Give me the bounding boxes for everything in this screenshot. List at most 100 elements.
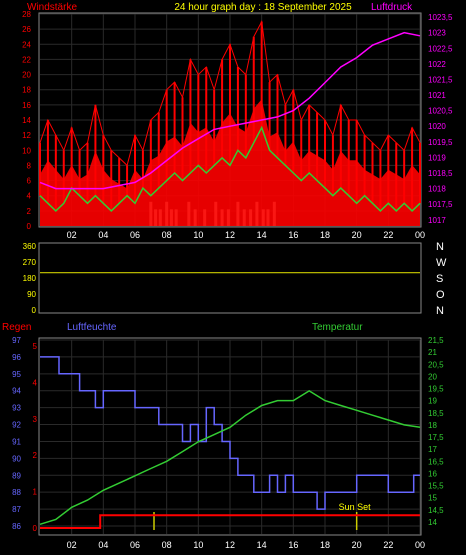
rain-tick-label: 2: [33, 451, 38, 460]
pressure-tick-label: 1022: [428, 60, 446, 69]
temperature-tick-label: 20: [428, 372, 437, 381]
temperature-tick-label: 16,5: [428, 457, 444, 466]
wind-series-line: [39, 19, 421, 167]
rain-tick-label: 5: [33, 342, 38, 351]
pressure-tick-label: 1020,5: [428, 107, 453, 116]
temperature-tick-label: 15,5: [428, 482, 444, 491]
x-tick-label: 22: [383, 540, 393, 550]
direction-tick-label: 90: [27, 290, 36, 299]
temperature-tick-label: 19,5: [428, 385, 444, 394]
pressure-tick-label: 1022,5: [428, 44, 453, 53]
pressure-tick-label: 1019,5: [428, 138, 453, 147]
x-tick-label: 20: [352, 540, 362, 550]
wind-tick-label: 14: [22, 116, 31, 125]
temperature-tick-label: 17,5: [428, 433, 444, 442]
humidity-series: [40, 356, 420, 510]
compass-label: N: [436, 241, 444, 253]
wind-tick-label: 8: [27, 161, 32, 170]
direction-tick-label: 0: [32, 306, 37, 315]
x-tick-label: 04: [98, 540, 108, 550]
x-tick-label: 22: [383, 230, 393, 240]
rain-tick-label: 4: [33, 378, 38, 387]
pressure-tick-label: 1021: [428, 91, 446, 100]
wind-tick-label: 24: [22, 40, 31, 49]
humidity-label: Luftfeuchte: [67, 322, 117, 333]
pressure-tick-label: 1023: [428, 29, 446, 38]
compass-label: S: [436, 273, 443, 285]
x-tick-label: 04: [98, 230, 108, 240]
x-tick-label: 14: [257, 230, 267, 240]
direction-tick-label: 270: [23, 258, 37, 267]
x-tick-label: 00: [415, 230, 425, 240]
rain-label: Regen: [2, 322, 31, 333]
humidity-tick-label: 97: [12, 336, 21, 345]
temperature-label: Temperatur: [312, 322, 363, 333]
humidity-tick-label: 94: [12, 387, 21, 396]
rain-series: [40, 514, 420, 529]
temperature-tick-label: 16: [428, 469, 437, 478]
pressure-tick-label: 1017,5: [428, 200, 453, 209]
humidity-tick-label: 90: [12, 454, 21, 463]
compass-label: N: [436, 305, 444, 317]
temperature-tick-label: 18,5: [428, 409, 444, 418]
pressure-tick-label: 1019: [428, 153, 446, 162]
wind-tick-label: 26: [22, 25, 31, 34]
humidity-tick-label: 89: [12, 471, 21, 480]
wind-tick-label: 10: [22, 146, 31, 155]
x-tick-label: 02: [67, 230, 77, 240]
pressure-axis-title: Luftdruck: [371, 2, 413, 13]
temperature-tick-label: 18: [428, 421, 437, 430]
x-tick-label: 02: [67, 540, 77, 550]
wind-average-series: [39, 125, 421, 212]
x-tick-label: 10: [193, 230, 203, 240]
wind-pressure-plot: 02 04 06 08 10 12 14 16 18 20 22 000246810121416182…: [22, 10, 453, 240]
humidity-tick-label: 87: [12, 505, 21, 514]
direction-tick-label: 180: [23, 274, 37, 283]
wind-tick-label: 2: [27, 207, 32, 216]
humidity-tick-label: 91: [12, 437, 21, 446]
humidity-tick-label: 92: [12, 421, 21, 430]
x-tick-label: 06: [130, 540, 140, 550]
x-tick-label: 12: [225, 540, 235, 550]
x-tick-label: 12: [225, 230, 235, 240]
humidity-tick-label: 86: [12, 522, 21, 531]
temperature-tick-label: 17: [428, 445, 437, 454]
x-tick-label: 14: [257, 540, 267, 550]
x-tick-label: 16: [288, 230, 298, 240]
x-tick-label: 18: [320, 230, 330, 240]
compass-label: W: [436, 257, 447, 269]
temperature-tick-label: 14,5: [428, 506, 444, 515]
direction-tick-label: 360: [23, 242, 37, 251]
temperature-tick-label: 15: [428, 494, 437, 503]
pressure-tick-label: 1018,5: [428, 169, 453, 178]
x-tick-label: 08: [162, 230, 172, 240]
x-tick-label: 18: [320, 540, 330, 550]
x-tick-label: 20: [352, 230, 362, 240]
wind-tick-label: 6: [27, 177, 32, 186]
humidity-temperature-plot: 02 04 06 08 10 12 14 16 18 20 22 008687888990919293…: [12, 336, 444, 550]
wind-tick-label: 12: [22, 131, 31, 140]
wind-tick-label: 16: [22, 101, 31, 110]
rain-tick-label: 3: [33, 415, 38, 424]
compass-label: O: [436, 289, 445, 301]
wind-tick-label: 4: [27, 192, 32, 201]
x-tick-label: 16: [288, 540, 298, 550]
humidity-tick-label: 93: [12, 404, 21, 413]
humidity-tick-label: 95: [12, 370, 21, 379]
direction-panel: [38, 242, 422, 314]
humidity-tick-label: 96: [12, 353, 21, 362]
x-tick-label: 00: [415, 540, 425, 550]
x-tick-label: 06: [130, 230, 140, 240]
temperature-series: [39, 390, 421, 526]
temperature-tick-label: 21,5: [428, 336, 444, 345]
humidity-tick-label: 88: [12, 488, 21, 497]
pressure-series: [39, 31, 421, 190]
pressure-tick-label: 1020: [428, 122, 446, 131]
temperature-tick-label: 19: [428, 397, 437, 406]
wind-tick-label: 28: [22, 10, 31, 19]
chart-title: 24 hour graph day : 18 September 2025: [174, 2, 352, 13]
wind-tick-label: 20: [22, 71, 31, 80]
rain-tick-label: 1: [33, 488, 38, 497]
